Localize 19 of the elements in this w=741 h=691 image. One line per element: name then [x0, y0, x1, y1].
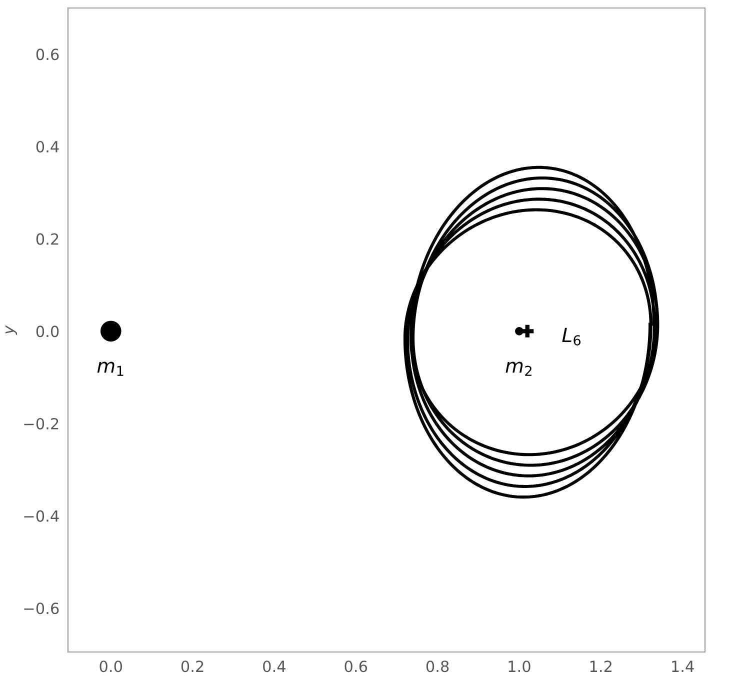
- x-tick-label: 0.6: [344, 660, 368, 672]
- x-tick-label: 1.2: [590, 660, 612, 672]
- annotation: m$_{2}$: [506, 362, 532, 376]
- annotation: L$_{6}$: [562, 328, 581, 346]
- y-tick-label: 0.6: [36, 48, 59, 60]
- annotation: m$_{1}$: [97, 362, 124, 376]
- x-tick-label: 0.8: [426, 660, 449, 672]
- y-tick-label: −0.2: [24, 418, 58, 430]
- x-tick-label: 0.4: [263, 660, 286, 672]
- x-tick-label: 0.0: [100, 660, 122, 672]
- x-tick-label: 1.0: [508, 660, 530, 672]
- y-axis-title: y: [5, 325, 18, 335]
- y-tick-label: 0.0: [36, 326, 59, 338]
- y-tick-label: 0.2: [36, 233, 58, 245]
- y-tick-label: −0.6: [24, 602, 59, 614]
- y-tick-label: −0.4: [24, 510, 59, 522]
- x-tick-label: 0.2: [181, 660, 204, 672]
- y-tick-label: 0.4: [36, 140, 59, 153]
- x-tick-label: 1.4: [672, 660, 694, 672]
